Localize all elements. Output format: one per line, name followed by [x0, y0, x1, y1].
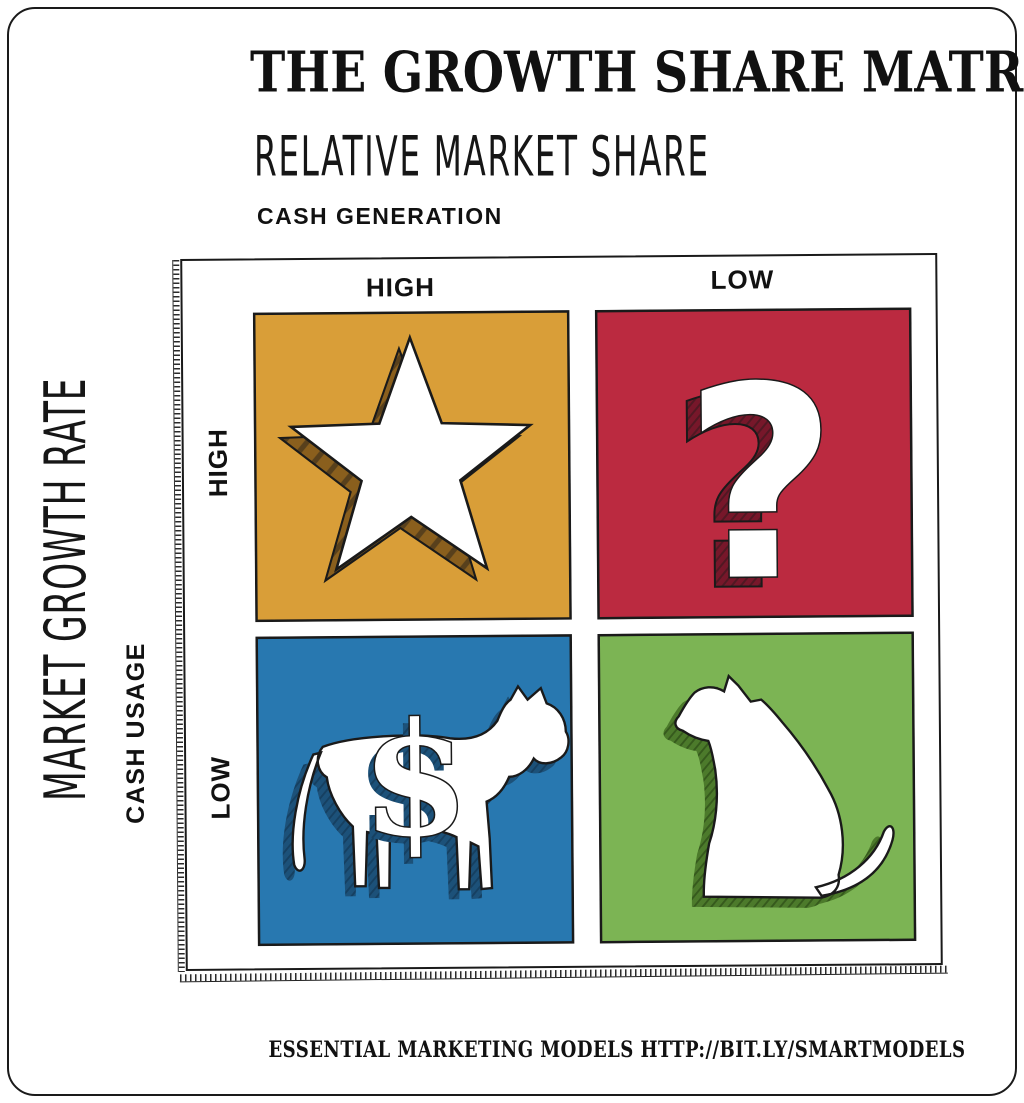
quadrant-cash-cow: $ $ [255, 634, 575, 947]
paper-edge-bottom [179, 965, 948, 983]
quadrant-dog [597, 631, 917, 944]
row-label-high: HIGH [202, 428, 234, 498]
star-icon [252, 310, 572, 623]
dollar-sign-shape: $ [361, 688, 470, 872]
question-mark-icon: ? ? [594, 307, 914, 620]
cow-dollar-icon: $ $ [255, 634, 575, 947]
x-axis-sublabel: CASH GENERATION [257, 203, 503, 229]
question-mark-shape: ? [683, 331, 839, 620]
credit-line: ESSENTIAL MARKETING MODELS HTTP://BIT.LY… [268, 1036, 966, 1063]
dog-shape [674, 673, 895, 899]
paper-edge-left [172, 260, 185, 972]
question-mark-shadow: ? [668, 341, 824, 620]
cow-shape [291, 684, 570, 891]
quadrant-star [252, 310, 572, 623]
column-label-low: LOW [710, 264, 775, 295]
x-axis-label: RELATIVE MARKET SHARE [254, 124, 710, 189]
matrix-frame: HIGH LOW HIGH LOW [172, 253, 948, 983]
column-label-high: HIGH [365, 271, 436, 303]
page-title: THE GROWTH SHARE MATRIX [250, 40, 1024, 106]
row-label-low: LOW [205, 755, 236, 820]
quadrant-background [594, 307, 914, 620]
y-axis-label: MARKET GROWTH RATE [33, 377, 100, 801]
y-axis-sublabel: CASH USAGE [122, 642, 150, 824]
quadrant-question-mark: ? ? [594, 307, 914, 620]
dog-icon [597, 631, 917, 944]
star-shape [287, 333, 534, 573]
dollar-sign-shadow: $ [354, 695, 463, 879]
